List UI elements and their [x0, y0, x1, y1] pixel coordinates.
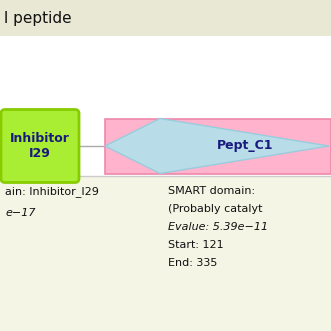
Text: Evalue: 5.39e−11: Evalue: 5.39e−11	[168, 222, 268, 232]
Bar	[105, 118, 331, 173]
Bar	[0, 0, 331, 176]
Text: SMART domain:: SMART domain:	[168, 186, 255, 196]
Text: Inhibitor
I29: Inhibitor I29	[10, 132, 70, 160]
Text: End: 335: End: 335	[168, 258, 217, 268]
Text: e−17: e−17	[5, 208, 35, 218]
Text: l peptide: l peptide	[4, 11, 71, 25]
Text: ain: Inhibitor_I29: ain: Inhibitor_I29	[5, 186, 99, 197]
Polygon shape	[105, 118, 329, 173]
FancyBboxPatch shape	[1, 110, 79, 182]
Text: Start: 121: Start: 121	[168, 240, 224, 250]
Text: (Probably catalyt: (Probably catalyt	[168, 204, 262, 214]
Bar	[0, 0, 331, 36]
Text: Pept_C1: Pept_C1	[217, 139, 273, 153]
Bar	[0, 176, 331, 331]
